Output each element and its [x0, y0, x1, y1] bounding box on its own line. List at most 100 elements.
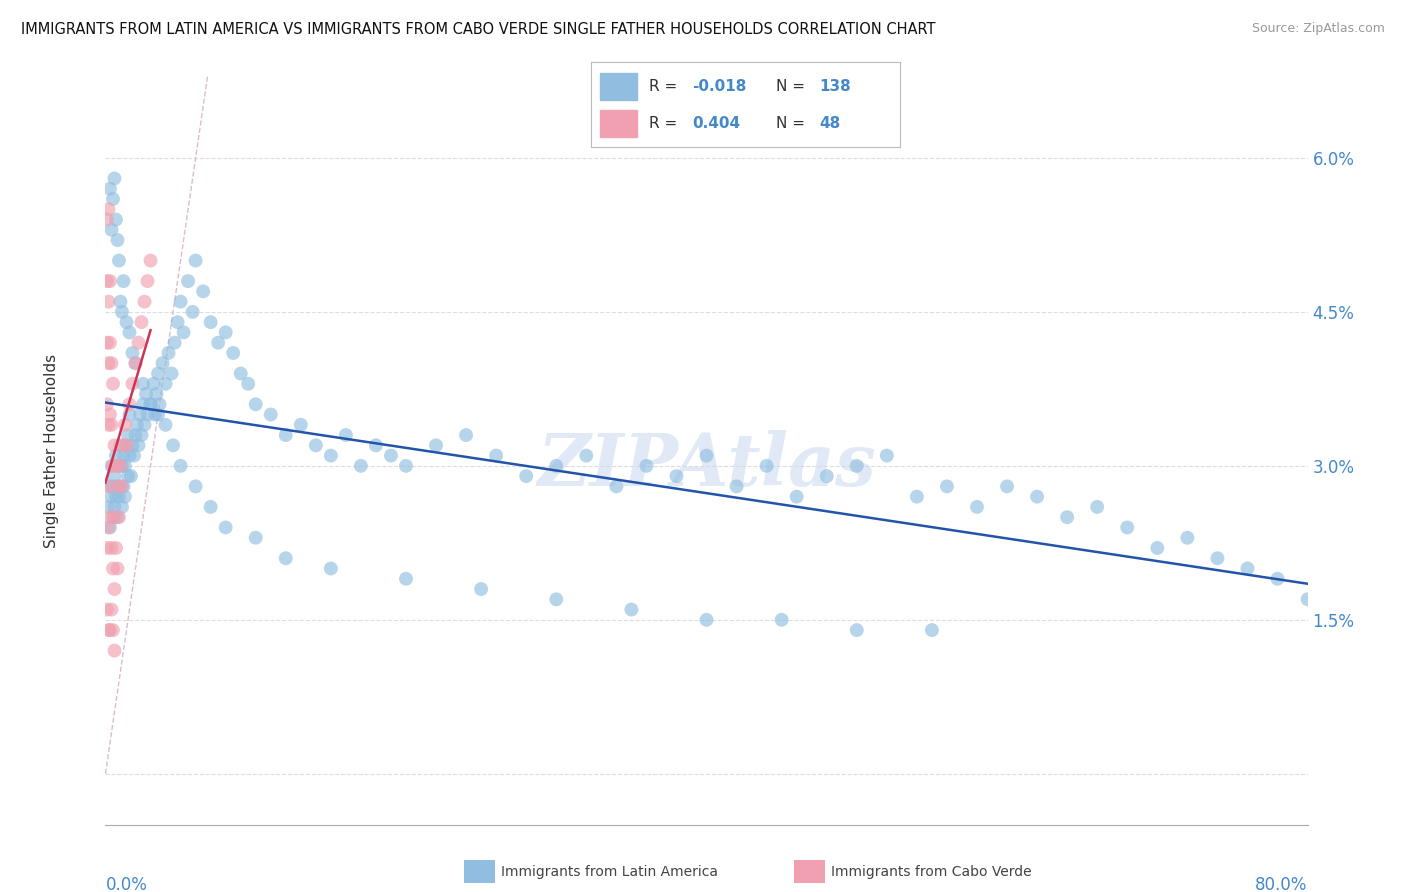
Point [636, 458, 658, 473]
Point [200, 315, 222, 329]
Bar [600, 72, 637, 100]
Point [128, 335, 150, 350]
Point [112, 438, 135, 452]
Point [117, 469, 139, 483]
Bar [600, 110, 637, 137]
Point [101, 192, 124, 206]
Point [101, 561, 124, 575]
Text: Immigrants from Cabo Verde: Immigrants from Cabo Verde [831, 865, 1032, 880]
Point [96, 274, 118, 288]
Point [696, 613, 718, 627]
Point [169, 458, 191, 473]
Point [1146, 541, 1168, 555]
Point [350, 458, 373, 473]
Point [101, 458, 124, 473]
Point [546, 458, 568, 473]
Point [100, 602, 122, 616]
Point [319, 449, 342, 463]
Point [260, 408, 283, 422]
Point [100, 458, 122, 473]
Point [395, 572, 418, 586]
Point [98, 274, 121, 288]
Point [111, 305, 134, 319]
Point [108, 510, 131, 524]
Point [98, 510, 121, 524]
Point [966, 500, 988, 514]
Point [124, 356, 146, 370]
Point [1206, 551, 1229, 566]
Point [114, 458, 136, 473]
Point [98, 623, 121, 637]
Point [134, 294, 156, 309]
Point [665, 469, 688, 483]
Point [124, 428, 146, 442]
Point [696, 449, 718, 463]
Point [108, 490, 131, 504]
Point [395, 458, 418, 473]
Point [815, 469, 838, 483]
Point [1177, 531, 1199, 545]
Point [117, 428, 139, 442]
Point [98, 182, 121, 196]
Point [104, 541, 127, 555]
Point [181, 305, 204, 319]
Point [98, 335, 121, 350]
Point [146, 367, 169, 381]
Text: IMMIGRANTS FROM LATIN AMERICA VS IMMIGRANTS FROM CABO VERDE SINGLE FATHER HOUSEH: IMMIGRANTS FROM LATIN AMERICA VS IMMIGRA… [21, 22, 935, 37]
Point [98, 520, 121, 534]
Text: 48: 48 [820, 116, 841, 131]
Point [142, 376, 165, 391]
Point [110, 294, 132, 309]
Text: R =: R = [650, 116, 682, 131]
Point [876, 449, 898, 463]
Point [845, 458, 868, 473]
Point [97, 294, 120, 309]
Text: 0.404: 0.404 [693, 116, 741, 131]
Point [214, 520, 236, 534]
Point [103, 510, 125, 524]
Point [98, 408, 121, 422]
Point [101, 376, 124, 391]
Point [118, 397, 141, 411]
Text: N =: N = [776, 78, 810, 94]
Point [229, 367, 252, 381]
Point [121, 438, 143, 452]
Point [305, 438, 328, 452]
Point [245, 531, 267, 545]
Point [107, 233, 129, 247]
Text: -0.018: -0.018 [693, 78, 747, 94]
Point [1267, 572, 1289, 586]
Point [173, 326, 195, 340]
Point [995, 479, 1018, 493]
Point [136, 274, 159, 288]
Point [485, 449, 508, 463]
Point [139, 397, 162, 411]
Point [104, 449, 127, 463]
Point [134, 417, 156, 432]
Point [132, 397, 155, 411]
Point [380, 449, 402, 463]
Point [104, 458, 127, 473]
Point [114, 417, 136, 432]
Point [245, 397, 267, 411]
Point [115, 438, 138, 452]
Point [110, 479, 132, 493]
Point [101, 623, 124, 637]
Point [103, 500, 125, 514]
Point [107, 510, 129, 524]
Point [101, 510, 124, 524]
Point [110, 438, 132, 452]
Point [162, 438, 184, 452]
Text: Source: ZipAtlas.com: Source: ZipAtlas.com [1251, 22, 1385, 36]
Point [111, 500, 134, 514]
Point [108, 253, 131, 268]
Point [104, 212, 127, 227]
Point [1026, 490, 1049, 504]
Point [905, 490, 928, 504]
Point [124, 356, 146, 370]
Text: R =: R = [650, 78, 682, 94]
Point [456, 428, 478, 442]
Point [290, 417, 312, 432]
Text: Single Father Households: Single Father Households [44, 353, 59, 548]
Point [143, 408, 166, 422]
